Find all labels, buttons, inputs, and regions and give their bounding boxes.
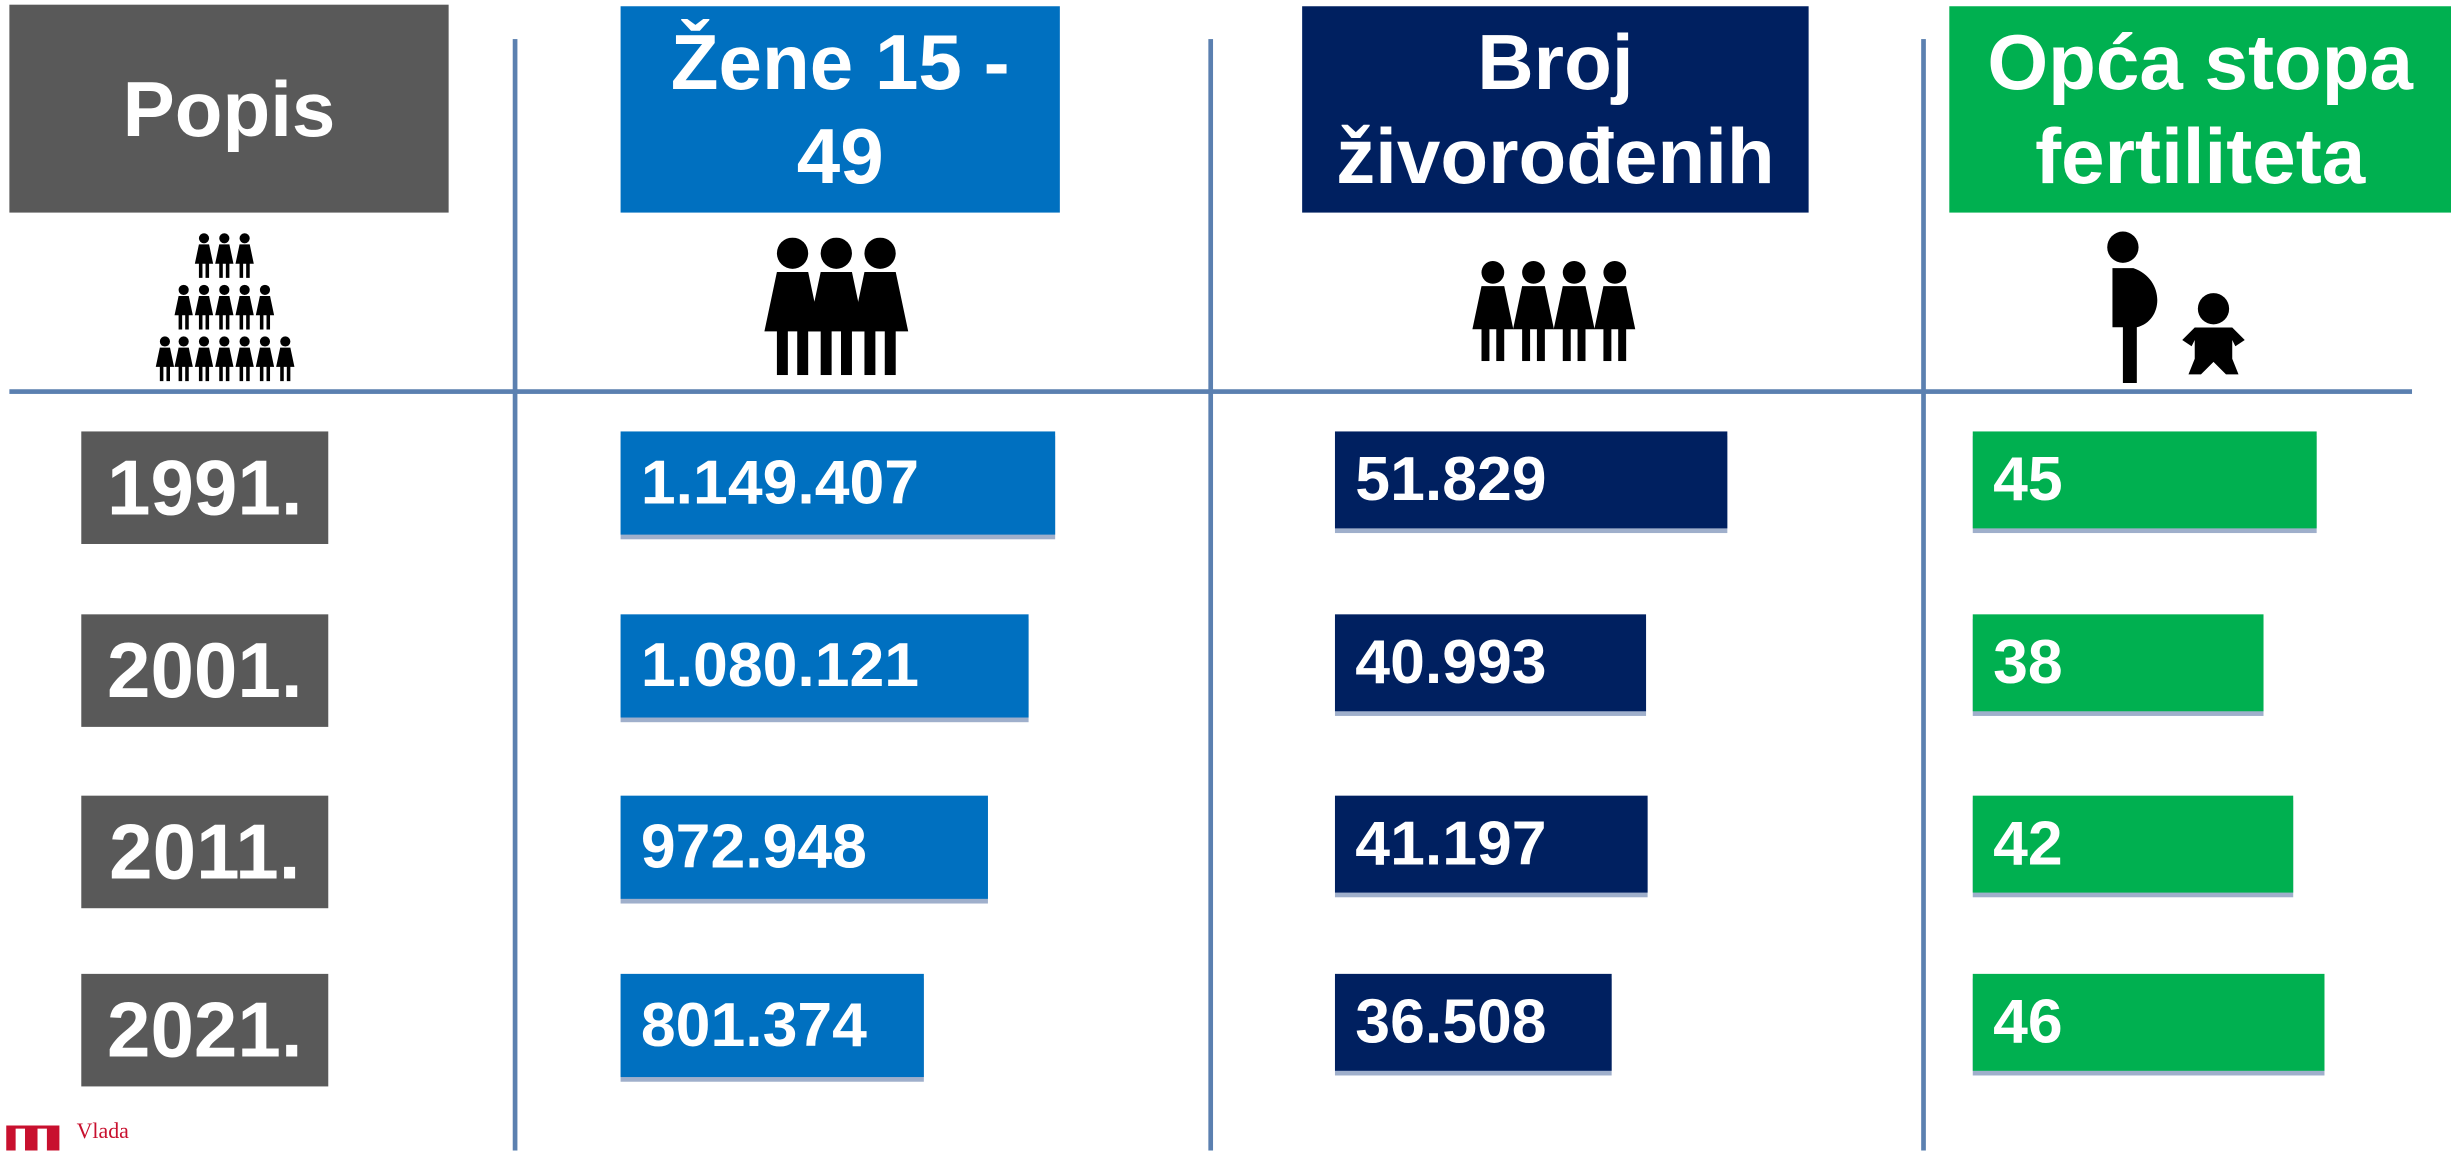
births-icon bbox=[1472, 261, 1636, 362]
bar: 1.080.121 bbox=[620, 614, 1029, 718]
value-label: 45 bbox=[1993, 444, 2063, 514]
census-icon bbox=[155, 233, 295, 382]
bar: 801.374 bbox=[620, 973, 924, 1078]
value-label: 41.197 bbox=[1355, 808, 1547, 878]
bar: 42 bbox=[1972, 795, 2294, 893]
bar: 51.829 bbox=[1334, 431, 1728, 529]
value-label: 1.080.121 bbox=[640, 630, 920, 700]
value-label: 46 bbox=[1993, 987, 2063, 1056]
women-icon bbox=[764, 237, 909, 376]
value-label: 38 bbox=[1993, 627, 2063, 697]
value-label: 51.829 bbox=[1355, 444, 1547, 514]
column-divider bbox=[1208, 39, 1214, 1151]
value-label: 1.149.407 bbox=[640, 447, 920, 517]
logo-text: Vlada bbox=[76, 1120, 129, 1145]
header-divider bbox=[9, 389, 2413, 394]
series-header: Broj živorođenih bbox=[1302, 6, 1809, 213]
bar: 41.197 bbox=[1334, 795, 1647, 893]
category-label: 2001. bbox=[81, 614, 329, 727]
column-divider bbox=[512, 39, 518, 1151]
value-label: 972.948 bbox=[640, 812, 867, 881]
series-header: Žene 15 - 49 bbox=[620, 6, 1060, 213]
bar: 40.993 bbox=[1334, 614, 1646, 712]
value-label: 801.374 bbox=[640, 990, 867, 1060]
value-label: 40.993 bbox=[1355, 627, 1547, 697]
category-label: 1991. bbox=[81, 431, 329, 544]
value-label: 42 bbox=[1993, 808, 2063, 878]
fertility-icon bbox=[2107, 231, 2245, 383]
bar: 1.149.407 bbox=[620, 431, 1056, 535]
bar: 45 bbox=[1972, 431, 2317, 529]
value-label: 36.508 bbox=[1355, 987, 1547, 1056]
bar: 38 bbox=[1972, 614, 2264, 712]
bar: 36.508 bbox=[1334, 973, 1612, 1071]
logo bbox=[6, 1125, 60, 1151]
category-header: Popis bbox=[9, 4, 449, 213]
category-label: 2011. bbox=[81, 795, 329, 909]
bar: 972.948 bbox=[620, 795, 989, 899]
bar: 46 bbox=[1972, 973, 2325, 1071]
series-header: Opća stopa fertiliteta bbox=[1949, 6, 2451, 213]
category-label: 2021. bbox=[81, 973, 329, 1087]
column-divider bbox=[1921, 39, 1926, 1151]
